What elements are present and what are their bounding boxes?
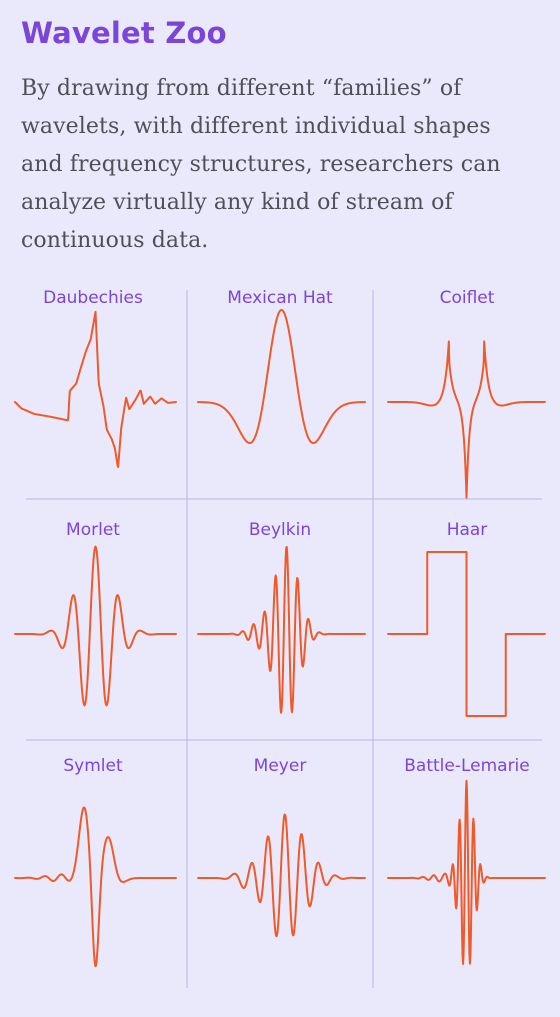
wavelet-label-battle-lemarie: Battle-Lemarie	[404, 756, 530, 776]
wavelet-cell-symlet: Symlet	[14, 756, 177, 968]
wavelet-label-daubechies: Daubechies	[43, 288, 143, 308]
wavelet-curve-coiflet	[387, 340, 546, 499]
wavelet-curve-beylkin	[197, 545, 366, 714]
wavelet-cell-morlet: Morlet	[14, 520, 177, 707]
wavelet-label-haar: Haar	[447, 520, 488, 540]
wavelet-cells: Daubechies Mexican Hat Coiflet Morlet Beylki…	[14, 288, 546, 968]
wavelet-cell-coiflet: Coiflet	[387, 288, 546, 499]
wavelet-label-morlet: Morlet	[66, 520, 120, 540]
wavelet-curve-symlet	[14, 806, 177, 968]
wavelet-cell-meyer: Meyer	[197, 756, 366, 938]
wavelet-cell-haar: Haar	[387, 520, 546, 717]
wavelet-cell-battle-lemarie: Battle-Lemarie	[387, 756, 546, 965]
wavelet-label-beylkin: Beylkin	[249, 520, 311, 540]
wavelet-curve-daubechies	[14, 310, 177, 468]
wavelet-label-mexican-hat: Mexican Hat	[227, 288, 333, 308]
wavelet-curve-mexican-hat	[197, 309, 366, 445]
wavelet-cell-beylkin: Beylkin	[197, 520, 366, 714]
grid-dividers	[26, 290, 542, 988]
wavelet-curve-haar	[387, 551, 546, 717]
wavelet-cell-mexican-hat: Mexican Hat	[197, 288, 366, 445]
wavelet-label-symlet: Symlet	[63, 756, 123, 776]
wavelet-label-meyer: Meyer	[254, 756, 307, 776]
wavelet-curve-battle-lemarie	[387, 779, 546, 965]
page-title: Wavelet Zoo	[21, 16, 227, 50]
wavelet-cell-daubechies: Daubechies	[14, 288, 177, 468]
intro-paragraph: By drawing from different “families” of …	[21, 76, 501, 253]
wavelet-curve-meyer	[197, 813, 366, 938]
wavelet-curve-morlet	[14, 545, 177, 707]
wavelet-label-coiflet: Coiflet	[440, 288, 495, 308]
